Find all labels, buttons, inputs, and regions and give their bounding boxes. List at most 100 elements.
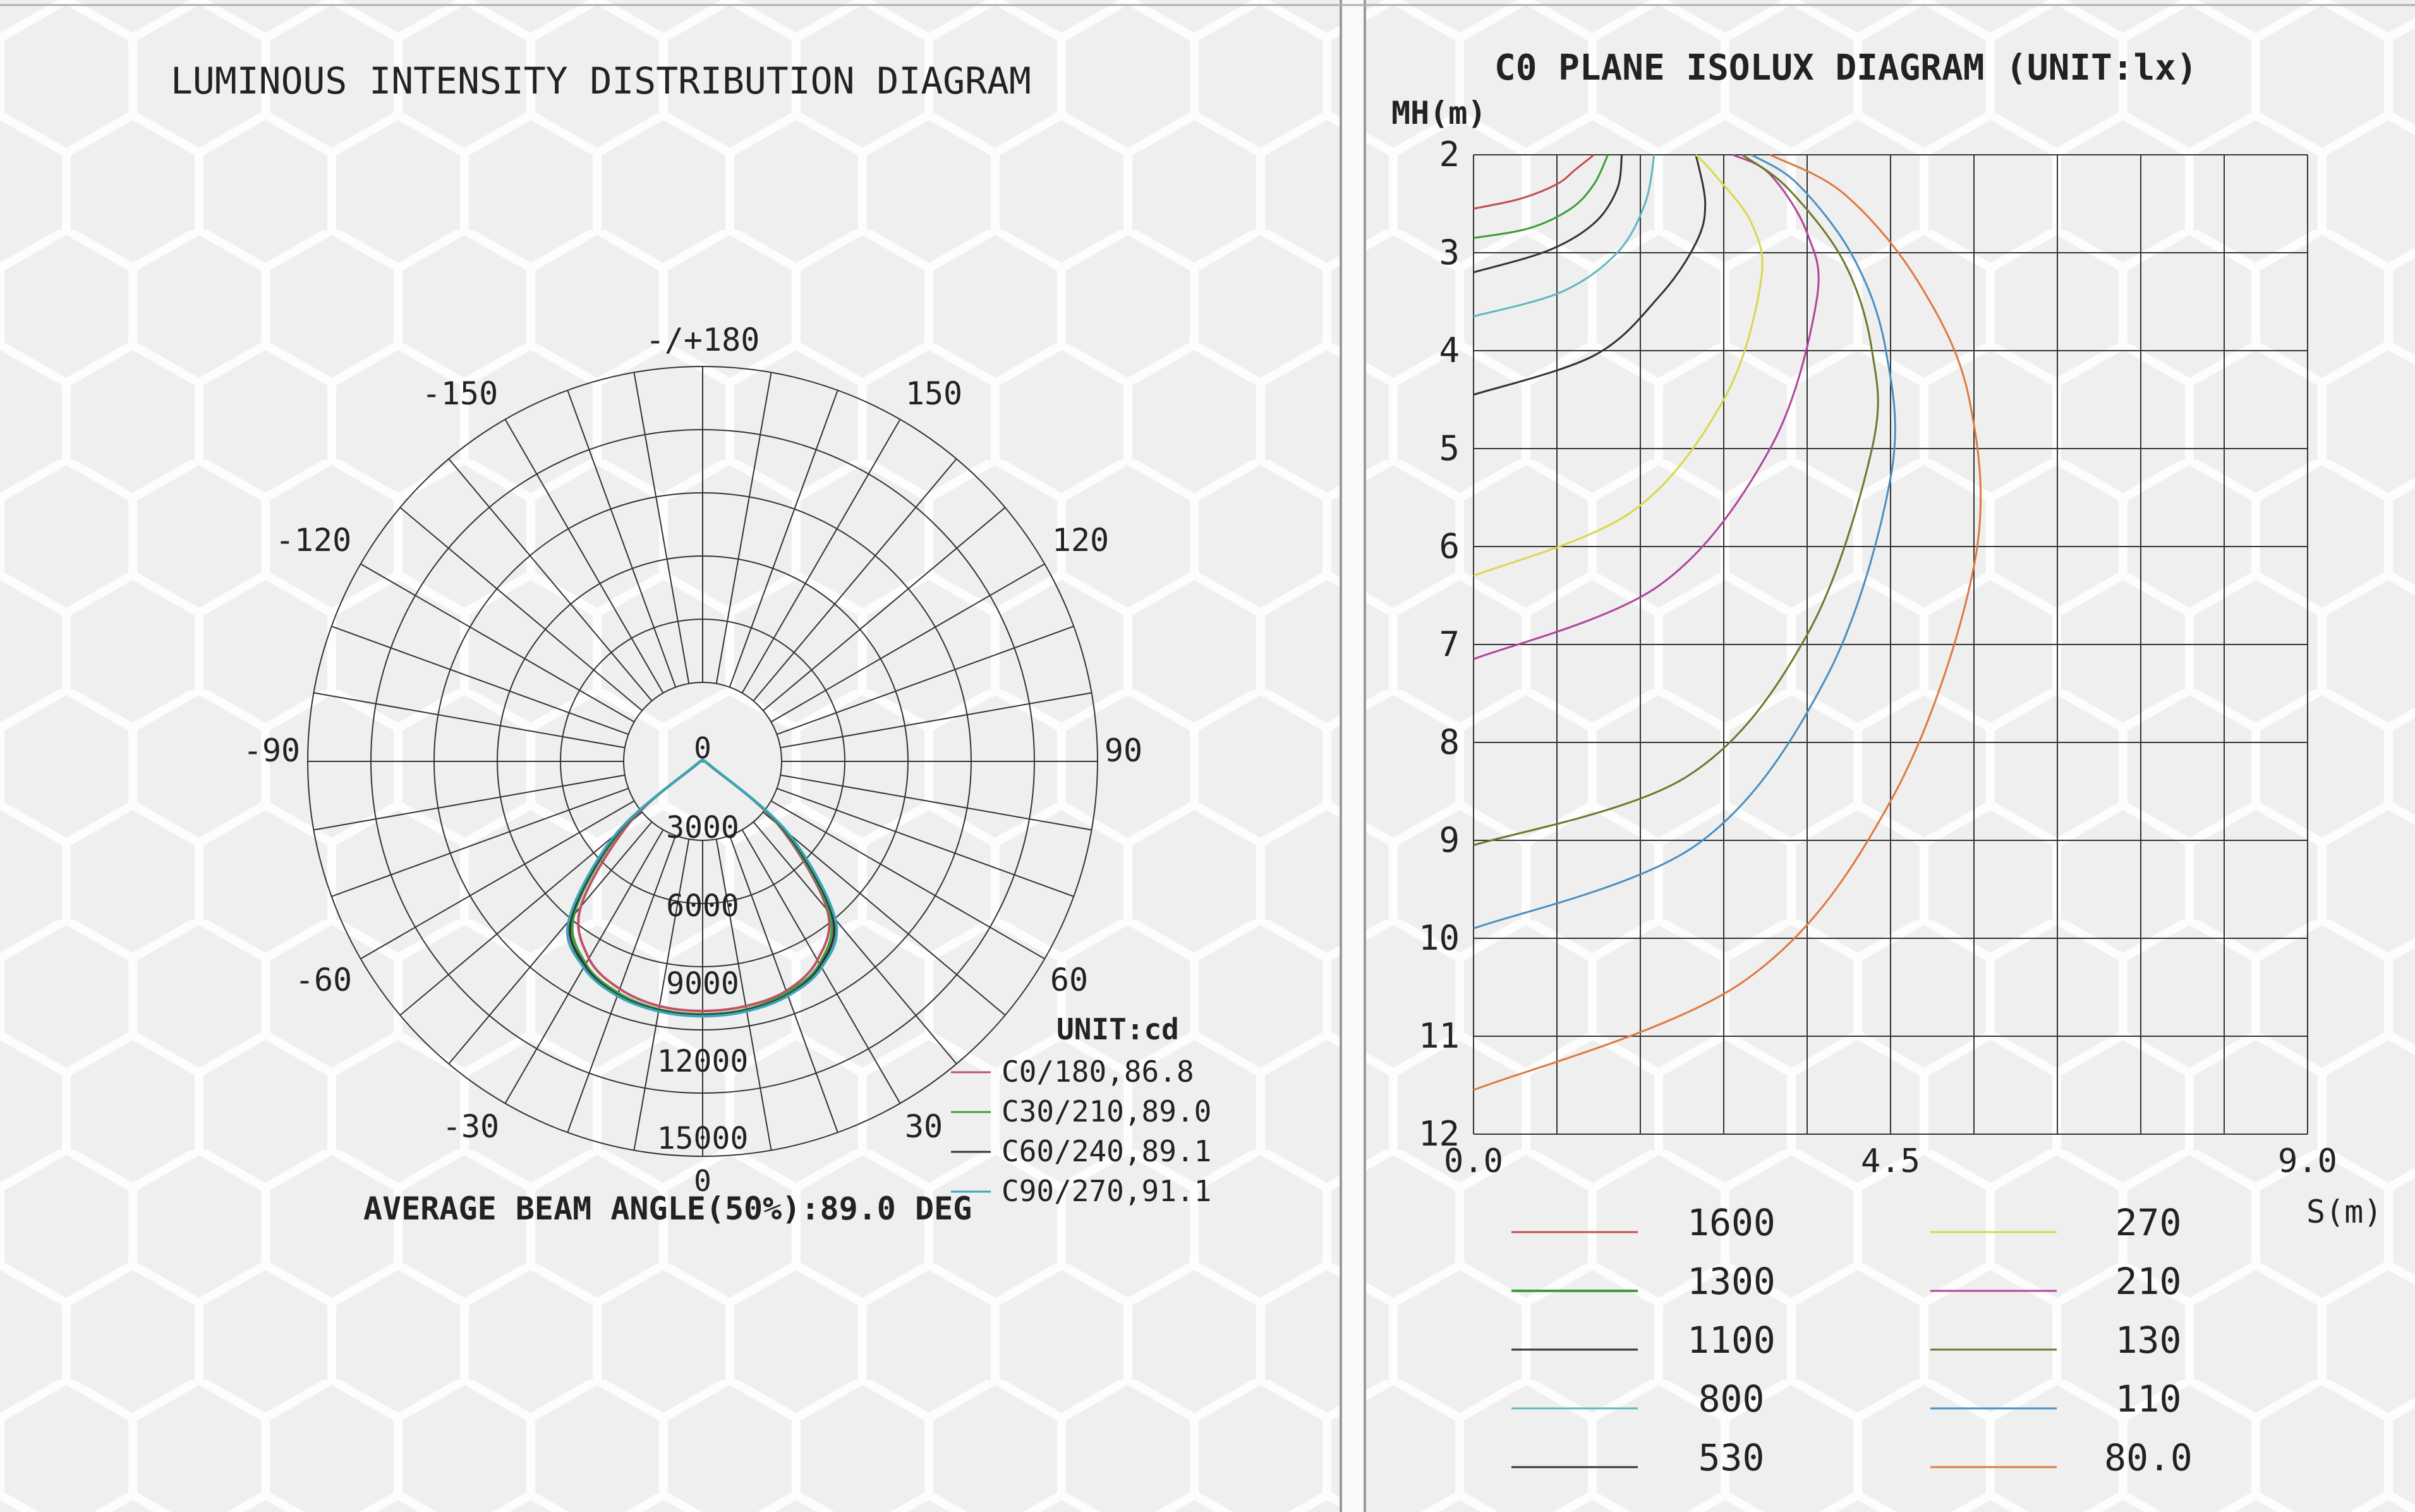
angle-label-0-center: 0 [694,731,711,765]
isolux-curve-1300 [1473,154,1609,239]
angle-label-180: -/+180 [646,322,760,358]
angle-label-150: 150 [905,375,962,412]
polar-spoke-230 [399,507,643,711]
isolux-y-tick-8: 8 [1439,722,1460,762]
isolux-y-tick-2: 2 [1439,135,1460,174]
isolux-curves [1473,154,1982,1091]
isolux-curve-110 [1473,154,1896,929]
beam-angle-text: AVERAGE BEAM ANGLE(50%):89.0 DEG [363,1190,972,1227]
polar-spoke-50 [763,811,1006,1016]
polar-spoke-320 [448,821,653,1065]
polar-spoke-130 [763,507,1006,711]
polar-spoke-160 [729,390,838,687]
isolux-grid [1473,154,2308,1135]
isolux-legend-label-530: 530 [1698,1436,1765,1479]
radial-label-9000: 9000 [666,966,739,1001]
polar-legend-label-c90: C90/270,91.1 [1002,1174,1211,1208]
angle-label-neg90: -90 [243,732,300,769]
angle-label-0-bottom: 0 [694,1164,711,1198]
angle-label-neg30: -30 [442,1108,499,1145]
polar-title: LUMINOUS INTENSITY DISTRIBUTION DIAGRAM [171,59,1031,102]
polar-spoke-250 [331,626,629,735]
isolux-y-tick-7: 7 [1439,624,1460,664]
isolux-legend-label-210: 210 [2115,1260,2182,1303]
polar-legend-label-c60: C60/240,89.1 [1002,1134,1211,1168]
polar-spoke-300 [360,800,635,960]
isolux-y-tick-12: 12 [1419,1114,1460,1154]
polar-spoke-40 [753,821,957,1065]
polar-spoke-200 [567,390,677,687]
isolux-y-axis-label: MH(m) [1391,95,1487,131]
polar-spoke-70 [777,787,1074,897]
angle-label-30: 30 [905,1108,943,1145]
radial-label-12000: 12000 [657,1044,749,1079]
angle-label-90: 90 [1105,732,1142,769]
polar-legend-label-c30: C30/210,89.0 [1002,1094,1211,1128]
isolux-curve-130 [1473,154,1879,847]
isolux-legend-label-130: 130 [2115,1319,2182,1362]
polar-legend-label-c0: C0/180,86.8 [1002,1055,1194,1089]
isolux-y-tick-6: 6 [1439,526,1460,566]
polar-spoke-350 [633,838,690,1151]
polar-curves [566,758,838,1018]
isolux-curve-530 [1473,154,1707,396]
isolux-y-tick-5: 5 [1439,428,1460,468]
polar-spoke-10 [715,838,772,1151]
isolux-y-tick-11: 11 [1419,1016,1460,1056]
isolux-legend-label-800: 800 [1698,1377,1765,1420]
polar-spoke-290 [331,787,629,897]
polar-spoke-80 [780,774,1092,831]
polar-curve-3 [566,758,838,1018]
isolux-x-tick-4-5: 4.5 [1861,1142,1920,1180]
isolux-y-tick-9: 9 [1439,820,1460,860]
isolux-curve-80.0 [1473,154,1982,1091]
isolux-legend-label-270: 270 [2115,1201,2182,1244]
polar-spoke-220 [448,458,653,701]
polar-spoke-110 [777,626,1074,735]
radial-label-6000: 6000 [666,888,739,924]
panel-gap [1342,0,1364,1512]
isolux-y-tick-4: 4 [1439,330,1460,370]
isolux-y-tick-3: 3 [1439,233,1460,272]
polar-spoke-310 [399,811,643,1016]
isolux-curve-270 [1473,154,1764,577]
isolux-y-ticks: 2 3 4 5 6 7 8 9 10 11 12 [1419,135,1460,1154]
isolux-curve-800 [1473,154,1655,318]
isolux-legend-label-1600: 1600 [1687,1201,1776,1244]
polar-spoke-340 [567,835,677,1133]
polar-spoke-140 [753,458,957,701]
angle-label-neg120: -120 [275,522,351,559]
radial-label-15000: 15000 [657,1121,749,1156]
polar-grid [307,366,1098,1157]
radial-label-3000: 3000 [666,810,739,845]
isolux-curve-1600 [1473,154,1595,210]
isolux-x-tick-0: 0.0 [1444,1142,1503,1180]
polar-spoke-240 [360,563,635,723]
polar-spoke-120 [770,563,1045,723]
isolux-legend-label-80: 80.0 [2104,1436,2193,1479]
isolux-x-axis-label: S(m) [2306,1194,2382,1230]
polar-spoke-210 [504,419,664,694]
polar-spoke-280 [313,774,626,831]
isolux-y-tick-10: 10 [1419,918,1460,958]
isolux-curve-1100 [1473,154,1623,274]
left-panel-pattern [0,0,1341,1512]
isolux-curve-210 [1473,154,1820,660]
isolux-legend-label-110: 110 [2115,1377,2182,1420]
angle-label-neg60: -60 [295,962,352,998]
polar-spoke-150 [741,419,901,694]
isolux-title: C0 PLANE ISOLUX DIAGRAM (UNIT:lx) [1494,47,2198,88]
angle-label-neg150: -150 [422,375,498,412]
polar-spoke-100 [780,692,1092,749]
polar-spoke-190 [633,372,690,684]
polar-spoke-260 [313,692,626,749]
polar-unit-label: UNIT:cd [1056,1012,1179,1046]
polar-spoke-170 [715,372,772,684]
polar-spoke-60 [770,800,1045,960]
isolux-legend-label-1300: 1300 [1687,1260,1776,1303]
angle-label-120: 120 [1052,522,1109,559]
isolux-x-tick-9: 9.0 [2278,1142,2337,1180]
isolux-legend: 1600 1300 1100 800 530 270 210 130 110 8… [1511,1201,2193,1479]
angle-label-60: 60 [1050,962,1088,998]
